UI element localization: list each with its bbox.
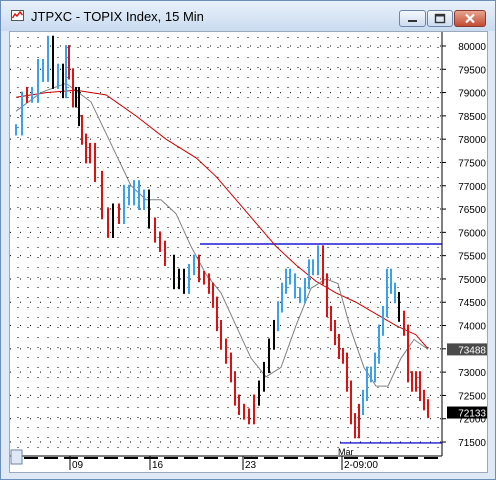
time-tick-label: 09 bbox=[72, 460, 84, 471]
price-tick-label: 75500 bbox=[458, 252, 486, 263]
time-axis-labels: 09 16 23 2-09:00 Mar bbox=[69, 447, 378, 471]
price-tick-label: 71500 bbox=[458, 438, 486, 449]
price-chart: 80000 79500 79000 78500 78000 77500 77000 76500… bbox=[10, 32, 487, 472]
time-tick-label: 2-09:00 bbox=[344, 460, 378, 471]
chart-grid bbox=[10, 32, 442, 456]
maximize-icon bbox=[434, 13, 446, 24]
price-tick-label: 76000 bbox=[458, 228, 486, 239]
last-price-text: 72133 bbox=[458, 409, 486, 420]
price-tick-label: 78500 bbox=[458, 112, 486, 123]
title-bar[interactable]: JTPXC - TOPIX Index, 15 Min bbox=[1, 1, 495, 31]
price-tick-label: 72500 bbox=[458, 391, 486, 402]
price-tick-label: 76500 bbox=[458, 205, 486, 216]
price-tick-label: 72000 bbox=[458, 415, 486, 426]
slow-moving-average-line bbox=[15, 89, 429, 350]
price-tick-label: 77000 bbox=[458, 182, 486, 193]
chart-area[interactable]: 80000 79500 79000 78500 78000 77500 77000 76500… bbox=[9, 31, 488, 473]
time-tick-label: 16 bbox=[152, 460, 164, 471]
horizontal-level-lines bbox=[200, 243, 442, 444]
time-tick-label: 23 bbox=[245, 460, 257, 471]
maximize-button[interactable] bbox=[427, 10, 453, 27]
window-title: JTPXC - TOPIX Index, 15 Min bbox=[31, 9, 204, 24]
price-tick-label: 79000 bbox=[458, 89, 486, 100]
price-tick-label: 78000 bbox=[458, 135, 486, 146]
chart-app-icon bbox=[11, 10, 24, 21]
price-tick-label: 75000 bbox=[458, 275, 486, 286]
scroll-handle[interactable] bbox=[10, 449, 23, 465]
last-price-label: 72133 bbox=[447, 406, 487, 420]
price-tick-label: 79500 bbox=[458, 65, 486, 76]
price-tick-label: 80000 bbox=[458, 42, 486, 53]
price-tick-label: 73000 bbox=[458, 368, 486, 379]
month-label: Mar bbox=[338, 447, 354, 457]
time-axis bbox=[10, 457, 442, 472]
price-tick-label: 74000 bbox=[458, 322, 486, 333]
price-tick-label: 74500 bbox=[458, 298, 486, 309]
ma-value-text: 73488 bbox=[458, 345, 486, 356]
price-axis: 80000 79500 79000 78500 78000 77500 77000 76500… bbox=[442, 42, 486, 449]
price-tick-label: 77500 bbox=[458, 158, 486, 169]
close-button[interactable] bbox=[454, 10, 486, 27]
price-bars bbox=[15, 35, 429, 439]
close-icon bbox=[465, 13, 475, 24]
minimize-button[interactable] bbox=[399, 10, 426, 27]
ma-value-label: 73488 bbox=[447, 343, 487, 356]
minimize-icon bbox=[408, 20, 417, 22]
